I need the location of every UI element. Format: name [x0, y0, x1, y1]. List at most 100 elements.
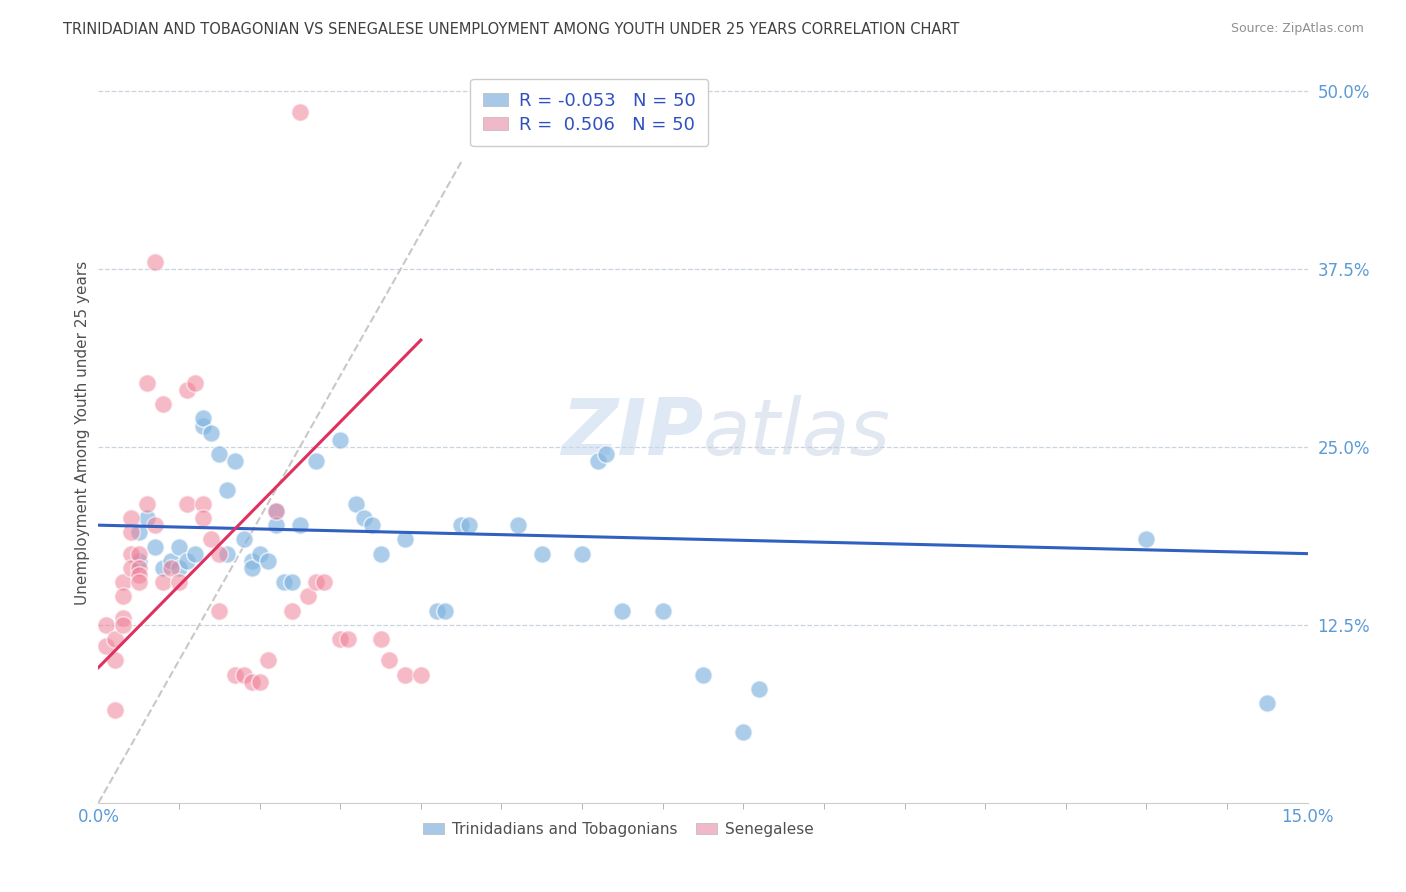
Point [733, 724, 755, 739]
Point [128, 554, 150, 568]
Point [329, 433, 352, 447]
Point [96, 617, 118, 632]
Point [394, 667, 416, 681]
Point [111, 617, 134, 632]
Point [612, 604, 634, 618]
Point [240, 561, 263, 575]
Text: TRINIDADIAN AND TOBAGONIAN VS SENEGALESE UNEMPLOYMENT AMONG YOUTH UNDER 25 YEARS: TRINIDADIAN AND TOBAGONIAN VS SENEGALESE… [63, 22, 960, 37]
Point [297, 590, 319, 604]
Point [160, 554, 183, 568]
Point [103, 632, 125, 646]
Point [1135, 533, 1157, 547]
Point [128, 525, 150, 540]
Point [135, 376, 157, 390]
Legend: Trinidadians and Tobagonians, Senegalese: Trinidadians and Tobagonians, Senegalese [418, 816, 820, 843]
Point [184, 376, 207, 390]
Point [143, 518, 166, 533]
Point [329, 632, 352, 646]
Point [217, 483, 239, 497]
Point [281, 575, 304, 590]
Point [586, 454, 609, 468]
Point [120, 547, 142, 561]
Point [152, 561, 174, 575]
Point [128, 575, 150, 590]
Point [370, 547, 392, 561]
Point [193, 411, 215, 425]
Point [103, 703, 125, 717]
Point [450, 518, 472, 533]
Point [314, 575, 336, 590]
Text: Source: ZipAtlas.com: Source: ZipAtlas.com [1230, 22, 1364, 36]
Point [748, 681, 770, 696]
Point [344, 497, 367, 511]
Point [288, 518, 311, 533]
Point [143, 540, 166, 554]
Point [217, 547, 239, 561]
Point [128, 547, 150, 561]
Point [184, 547, 207, 561]
Point [200, 425, 222, 440]
Point [1256, 696, 1278, 710]
Point [176, 554, 198, 568]
Point [256, 554, 278, 568]
Point [232, 533, 254, 547]
Point [506, 518, 529, 533]
Point [120, 525, 142, 540]
Point [96, 639, 118, 653]
Point [337, 632, 360, 646]
Point [571, 547, 593, 561]
Y-axis label: Unemployment Among Youth under 25 years: Unemployment Among Youth under 25 years [75, 260, 90, 605]
Point [458, 518, 481, 533]
Point [264, 518, 287, 533]
Point [152, 397, 174, 411]
Point [200, 533, 222, 547]
Point [409, 667, 432, 681]
Point [426, 604, 449, 618]
Point [394, 533, 416, 547]
Point [434, 604, 457, 618]
Point [120, 511, 142, 525]
Point [193, 511, 215, 525]
Point [160, 561, 183, 575]
Point [240, 674, 263, 689]
Point [176, 383, 198, 397]
Point [111, 590, 134, 604]
Point [353, 511, 375, 525]
Point [208, 604, 231, 618]
Point [595, 447, 617, 461]
Point [135, 497, 157, 511]
Point [208, 547, 231, 561]
Point [305, 454, 328, 468]
Point [128, 561, 150, 575]
Point [240, 554, 263, 568]
Point [249, 547, 271, 561]
Point [152, 575, 174, 590]
Point [103, 653, 125, 667]
Point [111, 610, 134, 624]
Point [128, 568, 150, 582]
Point [111, 575, 134, 590]
Point [135, 511, 157, 525]
Point [167, 540, 190, 554]
Point [288, 105, 311, 120]
Point [273, 575, 295, 590]
Point [256, 653, 278, 667]
Point [249, 674, 271, 689]
Point [224, 667, 246, 681]
Point [651, 604, 673, 618]
Point [370, 632, 392, 646]
Point [208, 447, 231, 461]
Point [361, 518, 384, 533]
Point [530, 547, 553, 561]
Point [143, 254, 166, 268]
Point [377, 653, 399, 667]
Point [264, 504, 287, 518]
Point [264, 504, 287, 518]
Point [176, 497, 198, 511]
Point [120, 561, 142, 575]
Point [167, 561, 190, 575]
Point [232, 667, 254, 681]
Text: atlas: atlas [703, 394, 891, 471]
Point [193, 497, 215, 511]
Point [305, 575, 328, 590]
